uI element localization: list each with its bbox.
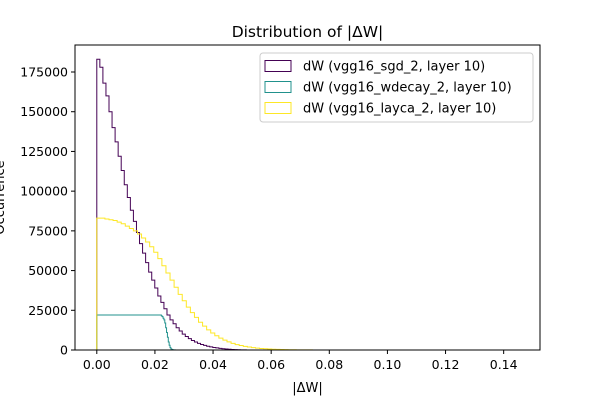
y-axis-label: Occurrence xyxy=(0,160,8,234)
legend-swatch xyxy=(264,60,292,72)
y-tick-label: 25000 xyxy=(28,303,68,318)
x-tick-label: 0.10 xyxy=(374,357,402,372)
legend-label: dW (vgg16_wdecay_2, layer 10) xyxy=(303,81,512,96)
x-tick-label: 0.02 xyxy=(141,357,169,372)
y-tick-label: 75000 xyxy=(28,223,68,238)
legend-label: dW (vgg16_sgd_2, layer 10) xyxy=(303,60,485,75)
y-tick-label: 125000 xyxy=(20,144,68,159)
x-tick-label: 0.14 xyxy=(490,357,518,372)
y-axis: 0 25000 50000 75000 100000 125000 150000 175000 xyxy=(20,65,75,358)
x-axis-label: |ΔW| xyxy=(292,381,323,396)
legend-label: dW (vgg16_layca_2, layer 10) xyxy=(303,102,496,117)
axes-frame xyxy=(74,44,541,351)
x-tick-label: 0.08 xyxy=(315,357,343,372)
y-tick-label: 100000 xyxy=(20,184,68,199)
y-tick-label: 175000 xyxy=(20,65,68,80)
legend-box xyxy=(259,52,534,123)
x-tick-label: 0.06 xyxy=(257,357,285,372)
histogram-step-line xyxy=(96,58,250,351)
legend-swatch xyxy=(264,102,292,114)
y-tick-label: 0 xyxy=(60,343,68,358)
x-tick-label: 0.12 xyxy=(432,357,460,372)
x-axis: 0.00 0.02 0.04 0.06 0.08 0.10 0.12 0.14 xyxy=(83,350,518,372)
x-tick-label: 0.00 xyxy=(83,357,111,372)
legend-swatch xyxy=(264,81,292,93)
y-tick-label: 50000 xyxy=(28,263,68,278)
histogram-series-1 xyxy=(96,58,250,351)
legend: dW (vgg16_sgd_2, layer 10) dW (vgg16_wdec… xyxy=(259,52,534,123)
y-tick-label: 150000 xyxy=(20,104,68,119)
histogram-series-2 xyxy=(96,314,181,351)
x-tick-label: 0.04 xyxy=(199,357,227,372)
chart-title: Distribution of |ΔW| xyxy=(232,23,384,41)
histogram-step-line xyxy=(96,314,181,351)
